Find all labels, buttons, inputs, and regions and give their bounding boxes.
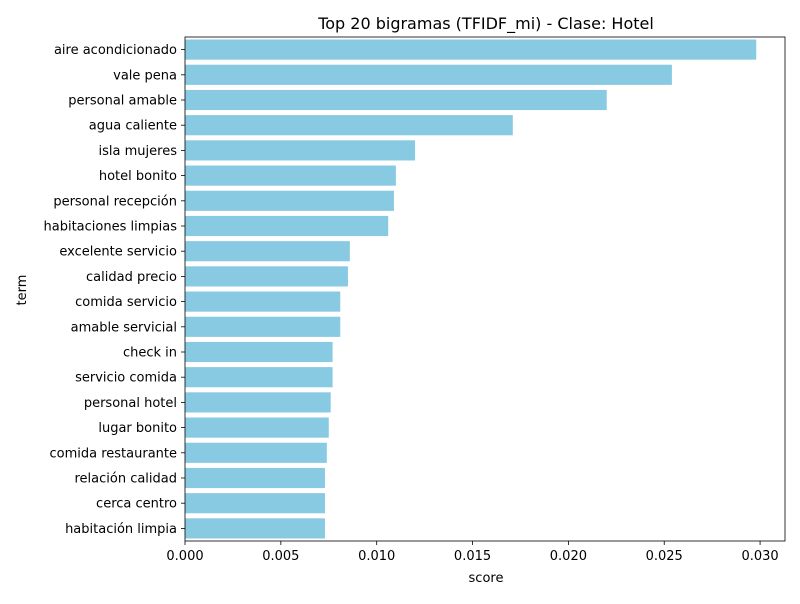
y-tick-label: amable servicial: [71, 320, 177, 335]
y-tick-label: personal amable: [68, 94, 177, 109]
y-tick-label: calidad precio: [86, 270, 177, 285]
x-tick-label: 0.005: [262, 549, 299, 564]
y-tick-label: aire acondicionado: [54, 43, 177, 58]
bar: [185, 215, 389, 237]
bar: [185, 165, 396, 186]
bar: [185, 266, 348, 287]
x-tick-label: 0.025: [646, 549, 683, 564]
bar: [185, 89, 607, 111]
chart-title: Top 20 bigramas (TFIDF_mi) - Clase: Hote…: [317, 14, 654, 34]
y-tick-label: habitaciones limpias: [44, 220, 178, 235]
x-tick-label: 0.000: [166, 549, 203, 564]
bar: [185, 316, 341, 337]
plot-frame: [184, 36, 786, 542]
x-axis: 0.000 0.005 0.010 0.015 0.020 0.025 0.030: [166, 541, 779, 564]
y-tick-label: hotel bonito: [99, 169, 177, 184]
x-tick-label: 0.020: [550, 549, 587, 564]
y-tick-label: comida restaurante: [49, 446, 177, 461]
y-axis-title: term: [15, 275, 30, 306]
x-tick-label: 0.030: [741, 549, 778, 564]
bar: [185, 115, 513, 136]
bar: [185, 417, 329, 438]
bar: [185, 241, 350, 262]
bar: [185, 518, 325, 539]
y-tick-label: agua caliente: [89, 119, 177, 134]
bar: [185, 367, 333, 388]
bar: [185, 493, 325, 514]
bars-layer: [185, 39, 757, 539]
y-tick-label: personal hotel: [84, 396, 177, 411]
bar: [185, 140, 416, 161]
bar: [185, 341, 333, 363]
axes-spines: [184, 36, 786, 542]
x-tick-label: 0.015: [454, 549, 491, 564]
y-tick-label: relación calidad: [74, 472, 177, 487]
x-axis-title: score: [469, 571, 504, 586]
y-tick-label: vale pena: [113, 68, 177, 83]
x-tick-label: 0.010: [358, 549, 395, 564]
bar: [185, 392, 331, 413]
y-tick-label: servicio comida: [75, 371, 177, 386]
y-tick-label: lugar bonito: [98, 421, 177, 436]
bar: [185, 291, 341, 312]
y-tick-label: comida servicio: [75, 295, 177, 310]
bar: [185, 64, 672, 85]
y-tick-label: cerca centro: [96, 497, 177, 512]
y-tick-label: habitación limpia: [65, 522, 177, 537]
y-tick-labels: aire acondicionado vale pena personal amab…: [44, 43, 185, 537]
bar: [185, 442, 327, 463]
y-tick-label: personal recepción: [53, 194, 177, 209]
bar: [185, 467, 325, 489]
bar: [185, 190, 394, 211]
bar: [185, 39, 757, 60]
y-tick-label: excelente servicio: [59, 245, 177, 260]
y-tick-label: isla mujeres: [99, 144, 178, 159]
y-tick-label: check in: [123, 346, 177, 361]
